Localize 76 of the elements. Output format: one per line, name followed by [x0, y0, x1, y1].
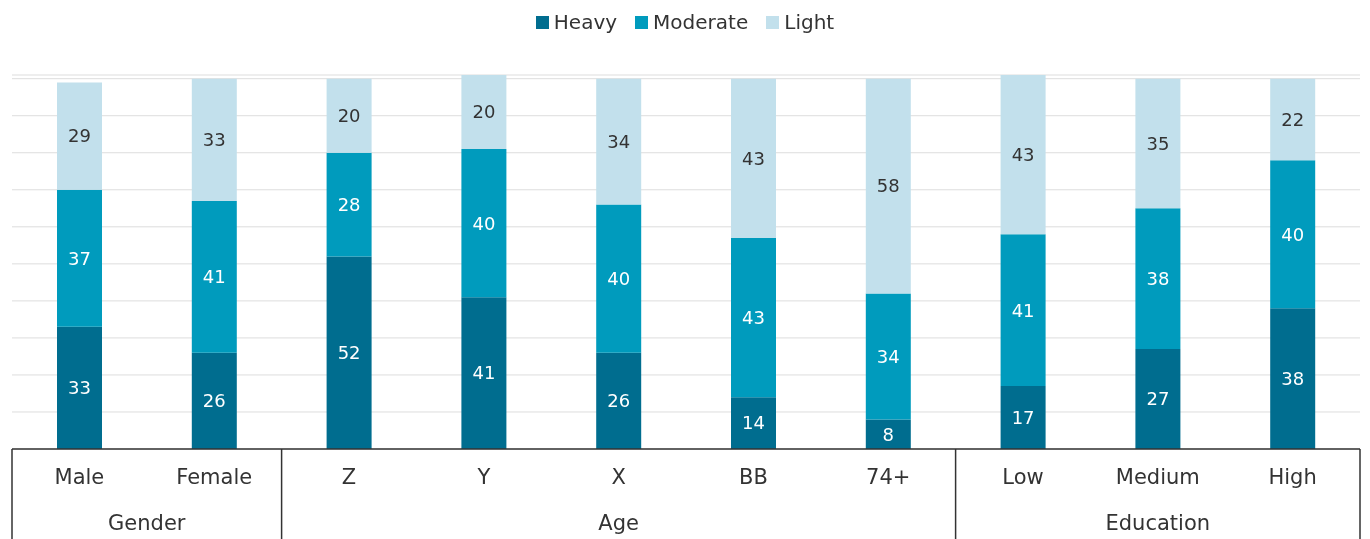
data-label: 41: [202, 266, 226, 288]
x-tick-label: Female: [176, 464, 253, 489]
bar: [596, 78, 642, 205]
text: Gender: [107, 511, 187, 535]
data-label: 38: [1146, 268, 1170, 290]
x-tick-label: Z: [341, 464, 357, 489]
data-label: 26: [607, 390, 631, 412]
data-label: 26: [202, 390, 226, 412]
data-label: 33: [202, 129, 226, 151]
bar: [57, 82, 102, 190]
data-label: 38: [1281, 368, 1305, 390]
bar: [1000, 75, 1046, 235]
data-label: 29: [68, 125, 91, 147]
bar: [596, 352, 642, 449]
bar: [865, 78, 911, 294]
text: Education: [1104, 511, 1212, 535]
bar: [1000, 386, 1046, 449]
data-label: 43: [742, 147, 765, 169]
x-tick-label: 74+: [866, 464, 911, 489]
data-label: 22: [1281, 108, 1305, 130]
bar: [596, 204, 642, 353]
data-label: 40: [1281, 223, 1305, 245]
data-label: 8: [882, 423, 895, 445]
data-label: 41: [472, 362, 496, 384]
data-label: 14: [742, 412, 765, 434]
legend-label: Moderate: [653, 10, 749, 34]
bar: [191, 78, 237, 201]
data-label: 40: [607, 268, 631, 290]
data-label: 34: [876, 345, 900, 367]
bar: [461, 149, 507, 298]
bar: [865, 419, 911, 449]
bar: [1135, 208, 1181, 350]
data-label: 27: [1146, 388, 1170, 410]
bar: [731, 237, 776, 398]
x-tick-label: High: [1268, 464, 1317, 489]
bar: [461, 75, 507, 150]
data-label: 17: [1011, 406, 1035, 428]
text: Age: [597, 511, 640, 535]
legend-label: Heavy: [553, 10, 618, 34]
bar: [461, 297, 507, 449]
bar: [1135, 78, 1181, 209]
legend-label: Light: [784, 10, 835, 34]
data-label: 20: [337, 105, 361, 127]
data-label: 35: [1146, 132, 1170, 154]
bar: [731, 78, 776, 238]
bar: [57, 189, 102, 327]
data-label: 52: [337, 342, 361, 364]
x-tick-label: Y: [476, 464, 491, 489]
bar: [326, 152, 372, 257]
bar: [1270, 308, 1316, 449]
data-label: 37: [68, 247, 91, 269]
bar: [326, 78, 372, 153]
bar: [191, 352, 237, 449]
bar: [191, 200, 237, 353]
data-label: 43: [742, 306, 765, 328]
x-tick-label: BB: [738, 464, 768, 489]
data-label: 20: [472, 101, 496, 123]
bar: [865, 293, 911, 420]
data-label: 34: [607, 131, 631, 153]
x-tick-label: Low: [1002, 464, 1044, 489]
bar: [1000, 234, 1046, 387]
data-label: 33: [68, 377, 91, 399]
bar: [57, 326, 102, 449]
data-label: 41: [1011, 299, 1035, 321]
bar: [731, 397, 776, 449]
data-label: 28: [337, 193, 361, 215]
data-label: 43: [1011, 144, 1035, 165]
bar: [1270, 160, 1316, 309]
bar: [1270, 78, 1316, 161]
data-label: 58: [876, 175, 900, 197]
data-label: 40: [472, 212, 496, 234]
x-tick-label: X: [611, 464, 626, 489]
bar: [1135, 349, 1181, 449]
bar: [326, 256, 372, 449]
x-tick-label: Medium: [1115, 464, 1200, 489]
x-tick-label: Male: [54, 464, 105, 489]
